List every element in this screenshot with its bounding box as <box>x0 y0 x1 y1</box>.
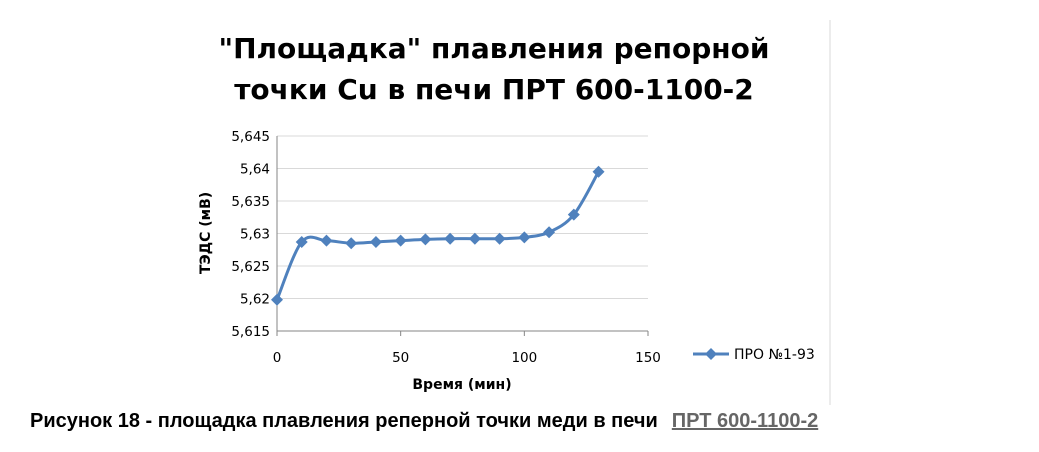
data-point <box>567 208 580 221</box>
data-point <box>468 232 481 245</box>
legend-label: ПРО №1-93 <box>734 347 815 363</box>
data-point <box>295 235 308 248</box>
y-tick-label: 5,64 <box>240 162 270 178</box>
data-point <box>419 233 432 246</box>
legend: ПРО №1-93 <box>693 347 815 363</box>
legend-marker <box>705 348 717 360</box>
y-tick-label: 5,62 <box>240 292 270 308</box>
chart-title-line-1: "Площадка" плавления репорной <box>219 32 770 65</box>
series-pro-1-93 <box>271 165 605 306</box>
axes <box>276 136 649 336</box>
x-tick-label: 100 <box>511 350 537 366</box>
y-tick-label: 5,645 <box>231 129 270 145</box>
y-tick-labels: 5,615 5,62 5,625 5,63 5,635 5,64 5,645 <box>231 129 270 340</box>
data-point <box>271 293 283 306</box>
x-tick-label: 150 <box>635 350 661 366</box>
caption-link[interactable]: ПРТ 600-1100-2 <box>671 410 819 432</box>
y-tick-label: 5,615 <box>231 324 270 340</box>
y-tick-label: 5,63 <box>240 227 270 243</box>
data-point <box>394 234 407 247</box>
data-point <box>320 234 333 247</box>
figure-caption: Рисунок 18 - площадка плавления реперной… <box>30 410 818 433</box>
x-tick-label: 50 <box>392 350 409 366</box>
caption-text: Рисунок 18 - площадка плавления реперной… <box>30 410 658 432</box>
x-tick-label: 0 <box>273 350 282 366</box>
x-axis-title: Время (мин) <box>412 377 511 393</box>
data-point <box>444 232 457 245</box>
data-point <box>543 226 556 239</box>
chart-title-line-2: точки Cu в печи ПРТ 600-1100-2 <box>234 73 754 106</box>
y-tick-label: 5,625 <box>231 259 270 275</box>
data-point <box>493 232 506 245</box>
x-tick-labels: 0 50 100 150 <box>273 350 661 366</box>
data-point <box>369 235 382 248</box>
gridlines <box>277 135 648 299</box>
data-point <box>592 165 605 178</box>
y-axis-title: ТЭДС (мВ) <box>198 192 214 274</box>
y-tick-label: 5,635 <box>231 194 270 210</box>
data-point <box>345 237 358 250</box>
data-point <box>518 231 531 244</box>
